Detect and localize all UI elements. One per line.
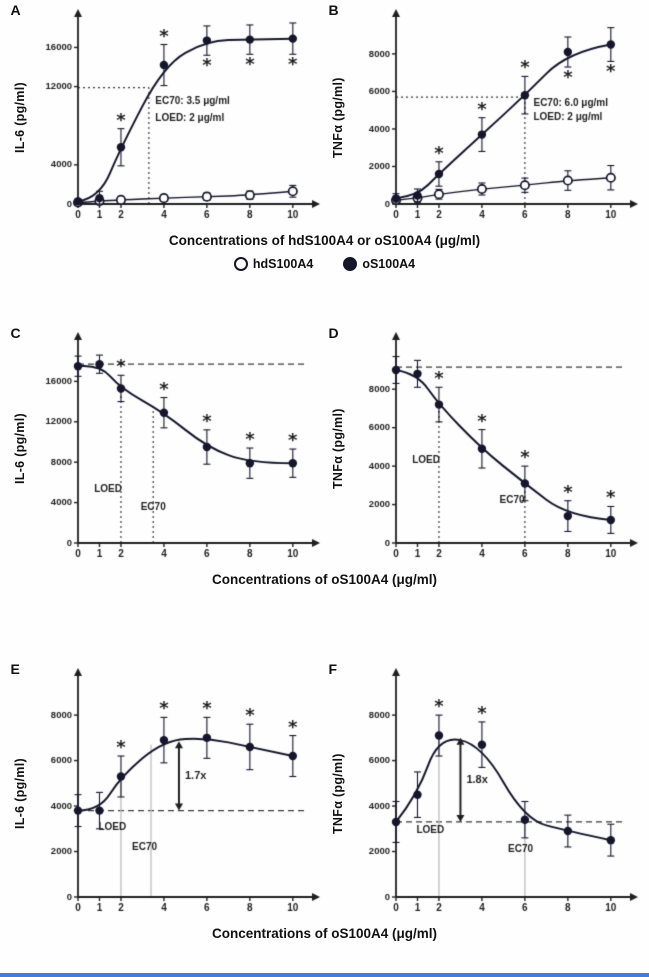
panel-d: D TNFα (pg/ml) xyxy=(328,325,640,569)
panel-b-ylabel: TNFα (pg/ml) xyxy=(330,77,345,159)
xaxis-label-ab: Concentrations of hdS100A4 or oS100A4 (μ… xyxy=(168,233,481,248)
panel-d-ylabel: TNFα (pg/ml) xyxy=(330,408,345,490)
panel-f-ylabel: TNFα (pg/ml) xyxy=(330,753,345,835)
panel-f-chart xyxy=(347,665,640,923)
bottom-border xyxy=(0,973,649,977)
panel-b: B TNFα (pg/ml) xyxy=(328,2,640,230)
panel-c-chart xyxy=(29,329,322,569)
section-cd: C IL-6 (pg/ml) D TNFα (pg/ml) Concentrat… xyxy=(0,325,649,587)
panel-d-chart xyxy=(347,329,640,569)
panel-a-label: A xyxy=(10,2,21,18)
panel-e-chart xyxy=(29,665,322,923)
charts-row-cd: C IL-6 (pg/ml) D TNFα (pg/ml) xyxy=(0,325,649,569)
panel-a-ylabel: IL-6 (pg/ml) xyxy=(12,82,27,154)
charts-row-ab: A IL-6 (pg/ml) B TNFα (pg/ml) xyxy=(0,2,649,230)
xaxis-label-cd: Concentrations of oS100A4 (μg/ml) xyxy=(211,572,438,587)
legend-item-hds100a4: hdS100A4 xyxy=(233,257,314,271)
panel-e: E IL-6 (pg/ml) xyxy=(10,661,322,923)
panel-c-ylabel: IL-6 (pg/ml) xyxy=(12,413,27,485)
panel-b-chart xyxy=(347,6,640,230)
panel-e-ylabel: IL-6 (pg/ml) xyxy=(12,758,27,830)
panel-e-label: E xyxy=(10,661,20,677)
panel-f-label: F xyxy=(328,661,338,677)
panel-c-label: C xyxy=(10,325,21,341)
charts-row-ef: E IL-6 (pg/ml) F TNFα (pg/ml) xyxy=(0,661,649,923)
panel-f: F TNFα (pg/ml) xyxy=(328,661,640,923)
section-ab: A IL-6 (pg/ml) B TNFα (pg/ml) Concentrat… xyxy=(0,0,649,271)
legend-label-os100a4: oS100A4 xyxy=(362,257,416,271)
legend: hdS100A4 oS100A4 xyxy=(0,257,649,271)
open-circle-icon xyxy=(233,257,248,271)
legend-item-os100a4: oS100A4 xyxy=(343,257,415,271)
panel-d-label: D xyxy=(328,325,339,341)
filled-circle-icon xyxy=(343,257,358,271)
xaxis-label-ef: Concentrations of oS100A4 (μg/ml) xyxy=(211,926,438,941)
panel-b-label: B xyxy=(328,2,339,18)
section-ef: E IL-6 (pg/ml) F TNFα (pg/ml) Concentrat… xyxy=(0,661,649,941)
panel-a-chart xyxy=(29,6,322,230)
panel-a: A IL-6 (pg/ml) xyxy=(10,2,322,230)
panel-c: C IL-6 (pg/ml) xyxy=(10,325,322,569)
legend-label-hds100a4: hdS100A4 xyxy=(252,257,314,271)
